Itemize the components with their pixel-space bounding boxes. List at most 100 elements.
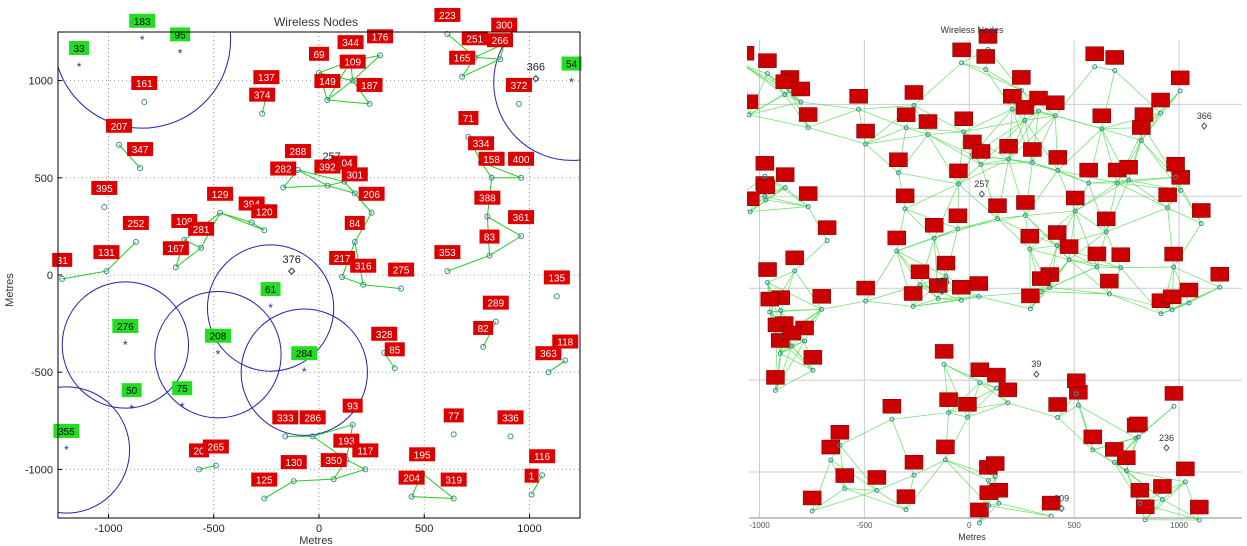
relay-label-box — [887, 230, 906, 246]
relay-node — [931, 235, 937, 241]
relay-label-box — [856, 123, 875, 139]
relay-label-box — [342, 398, 363, 413]
relay-label-box — [1151, 92, 1170, 108]
relay-label: 167 — [168, 244, 185, 255]
relay-node — [943, 273, 949, 279]
link — [1106, 207, 1168, 233]
relay-label-box — [958, 397, 977, 412]
relay-node — [137, 165, 144, 172]
gateway-label-box — [112, 318, 139, 333]
relay-label: 350 — [325, 456, 342, 467]
relay-label-box — [970, 502, 989, 518]
relay-label-box — [249, 87, 276, 102]
gateway-node: * — [180, 400, 185, 414]
relay-label-box — [344, 215, 365, 230]
link — [927, 131, 964, 135]
relay-label: 281 — [193, 225, 210, 236]
relay-node — [824, 238, 830, 244]
relay-node — [1126, 177, 1132, 183]
relay-label: 363 — [540, 349, 557, 360]
relay-label: 395 — [96, 184, 113, 195]
relay-label-box — [939, 392, 958, 407]
relay-label-box — [798, 107, 818, 122]
plain-node — [1201, 122, 1208, 130]
relay-node — [903, 507, 909, 513]
relay-node — [349, 421, 356, 428]
relay-node — [802, 338, 808, 344]
link — [327, 99, 370, 105]
relay-node — [196, 466, 203, 473]
node-annotation: 39 — [1031, 359, 1041, 369]
link — [748, 101, 801, 116]
relay-label-box — [1083, 429, 1103, 445]
relay-node — [324, 182, 331, 189]
relay-label: 347 — [132, 145, 149, 156]
relay-node — [1103, 229, 1109, 235]
link — [906, 127, 964, 133]
relay-label: 31 — [57, 256, 69, 267]
relay-label: 204 — [403, 474, 420, 485]
relay-label-box — [299, 410, 326, 425]
gateway-node: * — [569, 76, 574, 90]
relay-label-box — [1021, 288, 1040, 304]
relay-label: 161 — [136, 79, 153, 90]
relay-label-box — [758, 53, 777, 68]
link — [808, 127, 866, 145]
link — [948, 412, 968, 418]
link — [1094, 66, 1115, 71]
relay-node — [935, 296, 941, 302]
link — [938, 296, 979, 299]
relay-node — [1106, 291, 1112, 297]
link — [1162, 481, 1186, 500]
relay-label-box — [1192, 203, 1211, 218]
gateway-range-circle — [206, 244, 335, 372]
gateway-label-box — [204, 328, 231, 343]
relay-label-box — [339, 54, 366, 69]
relay-label-box — [358, 186, 385, 201]
relay-node — [1075, 402, 1081, 408]
gateway-node: * — [268, 301, 273, 315]
link — [1012, 108, 1026, 121]
relay-label: 275 — [393, 266, 410, 277]
relay-node — [450, 431, 457, 438]
plain-node — [1033, 370, 1040, 379]
relay-label: 361 — [513, 213, 530, 224]
relay-label-box — [1134, 107, 1154, 122]
relay-node — [248, 219, 255, 226]
gateway-label-box — [170, 27, 191, 42]
link — [957, 215, 1026, 230]
link — [980, 158, 1009, 165]
relay-label: 319 — [445, 476, 462, 487]
relay-node — [828, 457, 834, 463]
relay-label-box — [896, 107, 916, 122]
relay-node — [103, 268, 110, 275]
relay-node — [1009, 106, 1015, 112]
relay-node — [1159, 496, 1165, 502]
relay-node — [515, 100, 522, 107]
relay-label: 117 — [357, 446, 373, 457]
relay-label-box — [954, 111, 973, 127]
relay-node — [1198, 220, 1204, 226]
relay-label-box — [849, 89, 868, 104]
link — [780, 353, 814, 371]
relay-node — [212, 462, 219, 469]
relay-node — [809, 508, 815, 514]
link — [767, 270, 795, 283]
link — [858, 105, 914, 110]
link — [333, 468, 366, 480]
relay-label-box — [924, 218, 944, 233]
relay-node — [985, 477, 991, 483]
relay-label-box — [162, 241, 189, 256]
relay-label-box — [867, 470, 887, 485]
relay-label-box — [552, 334, 579, 349]
link — [1101, 128, 1142, 141]
relay-label: 187 — [361, 81, 378, 92]
nodes: * * * * * * * * * * * — [59, 30, 574, 502]
relay-label-box — [434, 245, 461, 260]
relay-label-box — [782, 325, 802, 341]
relay-node — [941, 361, 947, 367]
relay-label: 206 — [363, 190, 380, 201]
relay-label-box — [802, 490, 822, 506]
link — [913, 299, 962, 307]
relay-label: 288 — [290, 147, 307, 158]
